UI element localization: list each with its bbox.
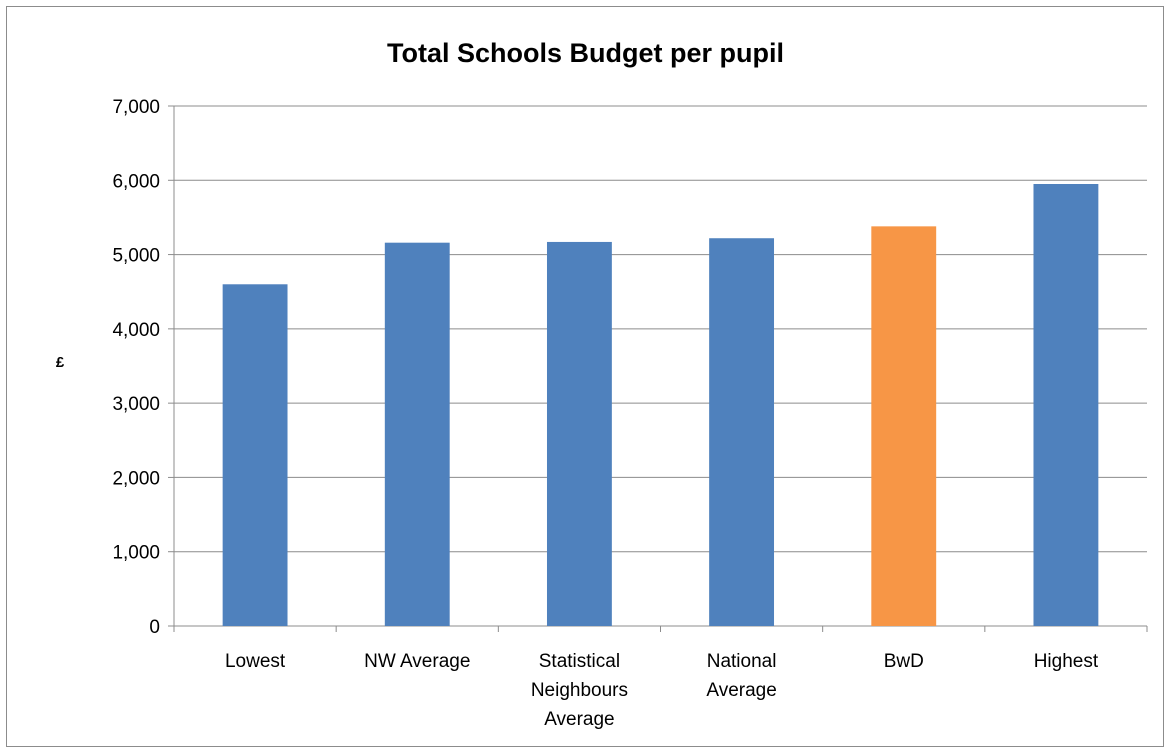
bar xyxy=(384,242,450,626)
bar xyxy=(871,226,937,627)
x-category-label: Lowest xyxy=(225,651,286,672)
x-category-label: Neighbours xyxy=(531,680,628,701)
chart-title: Total Schools Budget per pupil xyxy=(387,38,784,68)
y-tick-label: 3,000 xyxy=(112,394,160,415)
y-tick-label: 1,000 xyxy=(112,543,160,564)
x-category-label: National xyxy=(707,651,777,672)
x-category-label: Average xyxy=(544,709,614,730)
y-tick-label: 7,000 xyxy=(112,97,160,118)
y-tick-label: 4,000 xyxy=(112,320,160,341)
x-category-label: BwD xyxy=(884,651,924,672)
y-tick-label: 5,000 xyxy=(112,246,160,267)
y-tick-label: 2,000 xyxy=(112,468,160,489)
x-category-label: NW Average xyxy=(364,651,470,672)
y-tick-label: 0 xyxy=(149,617,160,638)
y-axis-label: £ xyxy=(55,354,65,371)
bar xyxy=(1033,184,1099,626)
bar xyxy=(546,241,612,626)
x-category-label: Average xyxy=(706,680,776,701)
x-category-label: Statistical xyxy=(539,651,620,672)
bar xyxy=(709,238,775,626)
x-category-label: Highest xyxy=(1034,651,1099,672)
bar xyxy=(222,284,288,626)
y-tick-label: 6,000 xyxy=(112,171,160,192)
